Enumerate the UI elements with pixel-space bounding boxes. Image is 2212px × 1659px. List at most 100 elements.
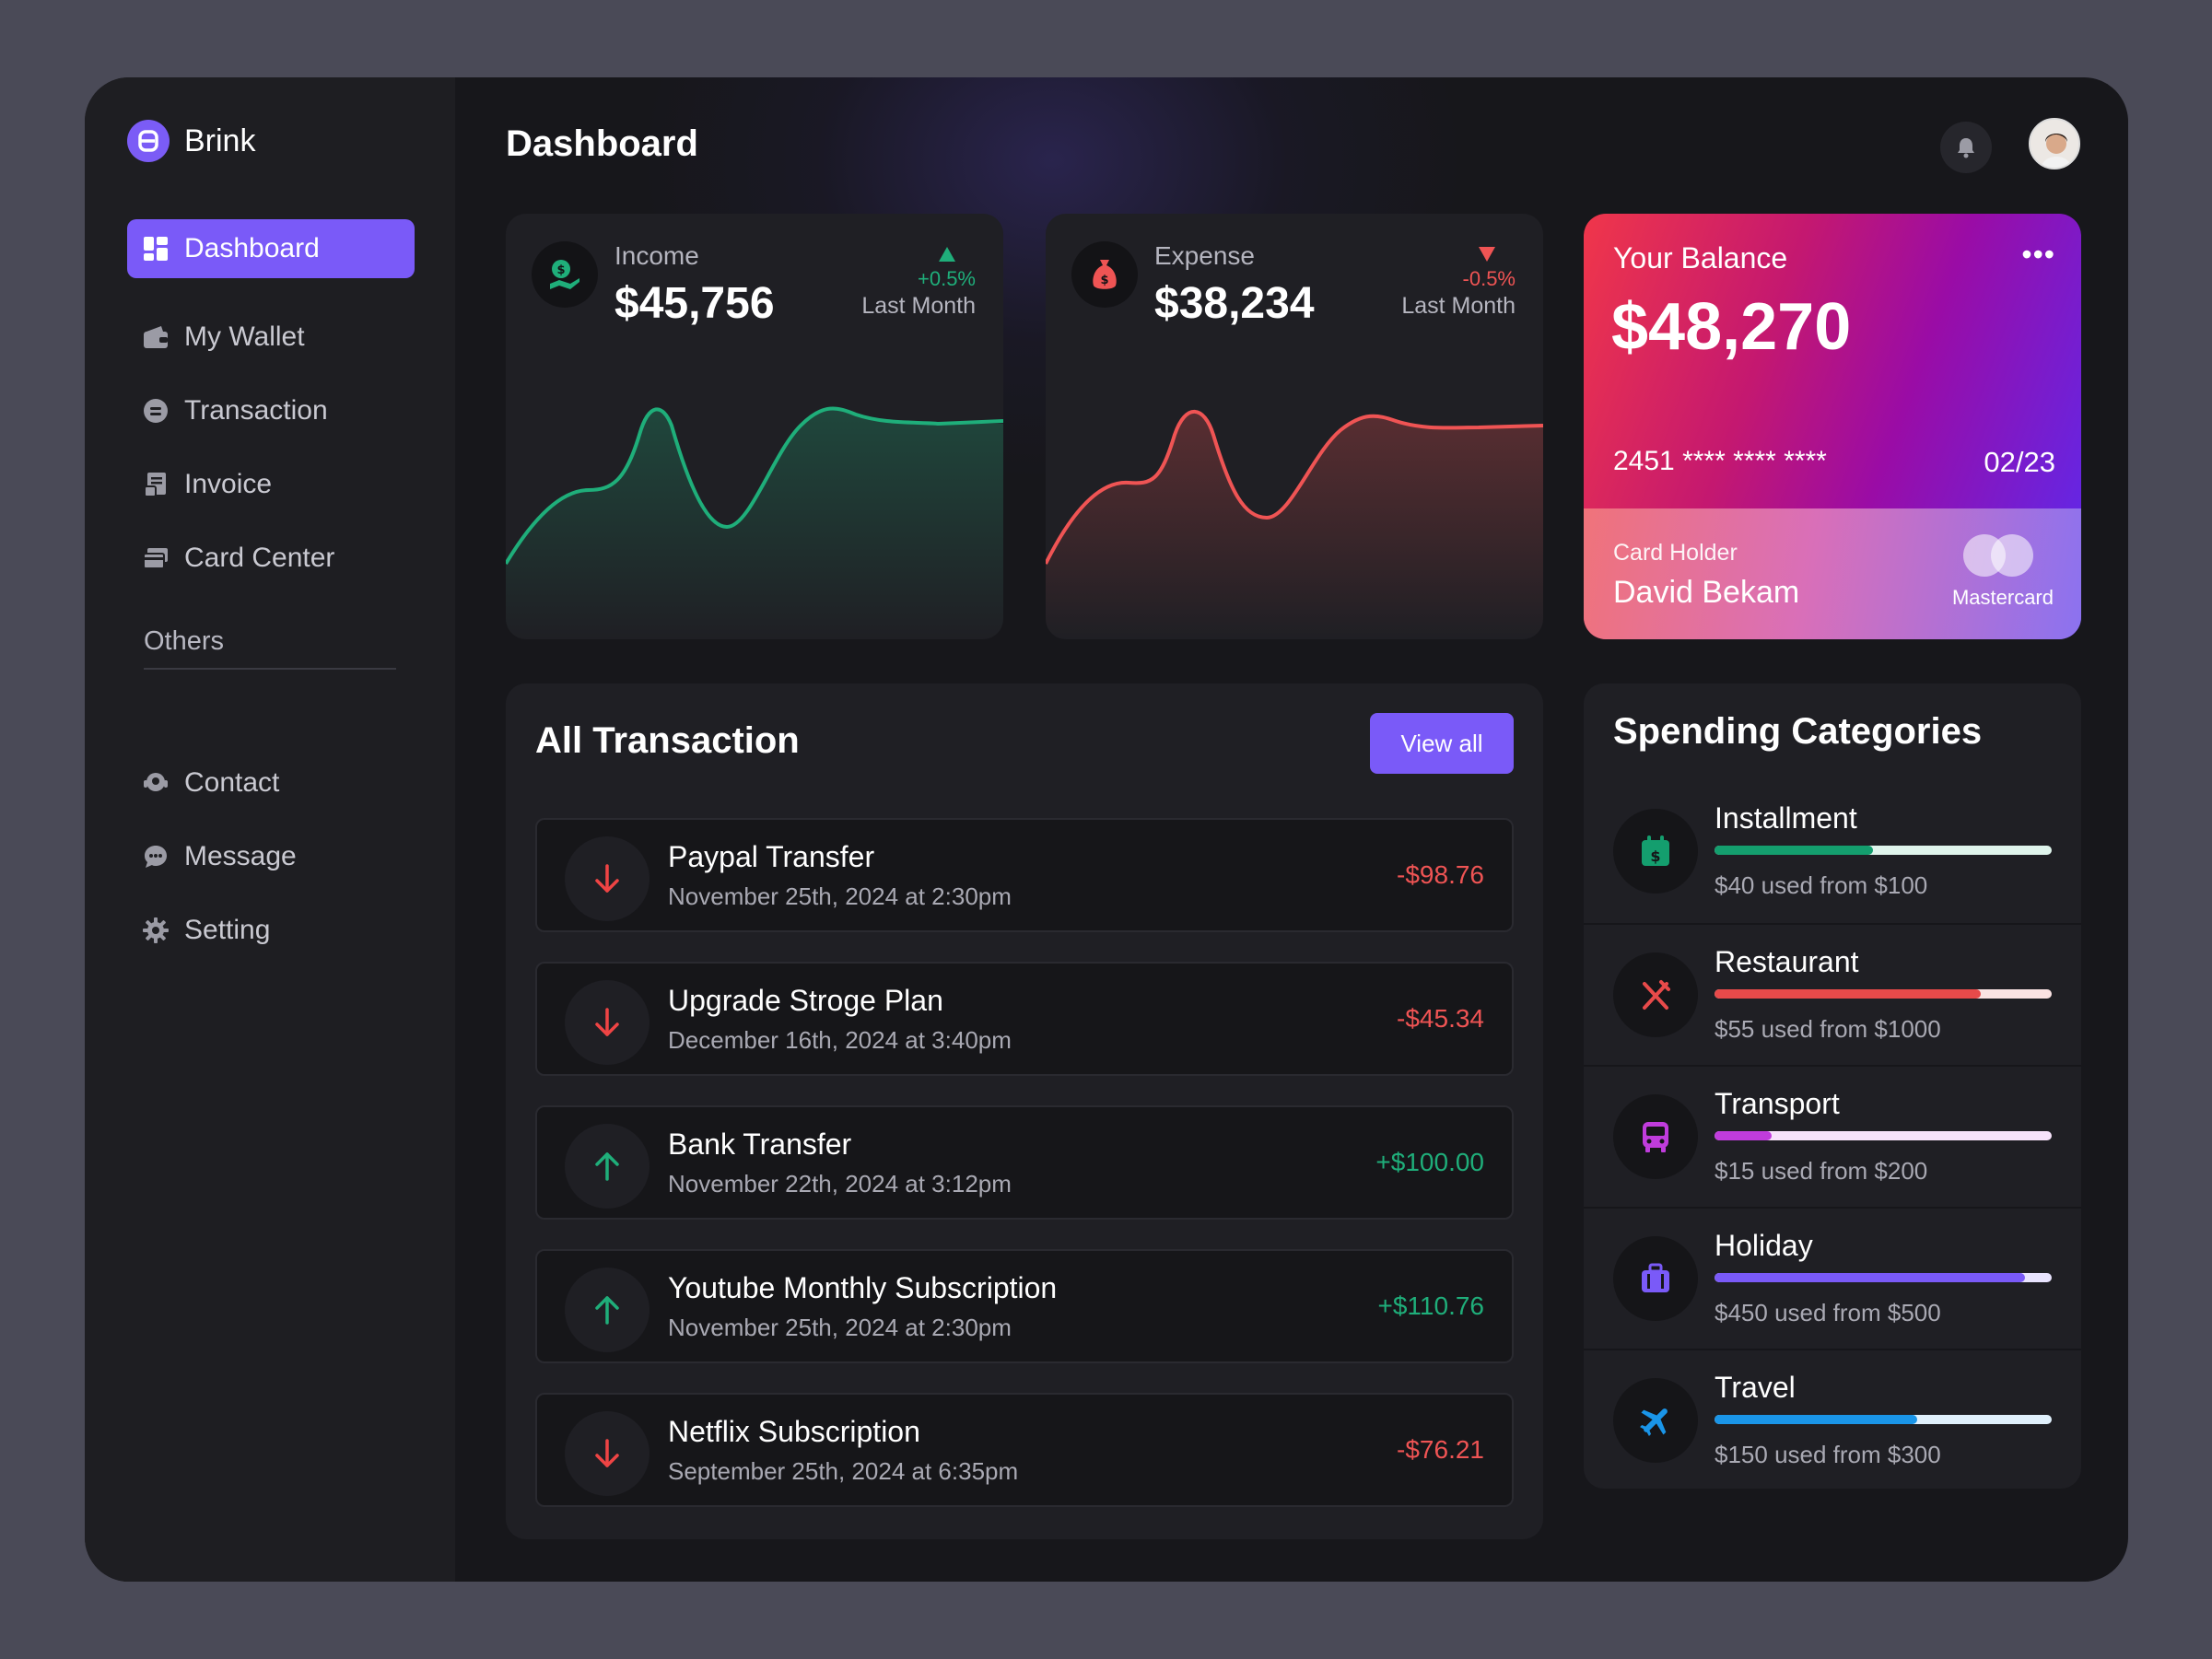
gear-icon: [142, 917, 170, 944]
category-used: $150 used from $300: [1715, 1441, 1941, 1468]
category-progress: [1715, 1415, 2052, 1424]
arrow-up-icon: [565, 1124, 650, 1209]
transaction-name: Youtube Monthly Subscription: [668, 1271, 1058, 1304]
expense-card: $ Expense $38,234 -0.5% Last Month: [1046, 214, 1543, 639]
expense-period: Last Month: [1401, 293, 1516, 319]
transactions-title: All Transaction: [535, 720, 800, 761]
arrow-up-icon: [565, 1268, 650, 1352]
income-sparkline: [506, 406, 1003, 639]
arrow-down-icon: [565, 980, 650, 1065]
transaction-amount: -$98.76: [1397, 860, 1484, 889]
category-used: $450 used from $500: [1715, 1299, 1941, 1326]
sidebar-item-my-wallet[interactable]: My Wallet: [127, 308, 415, 367]
sidebar-item-label: Card Center: [184, 543, 335, 573]
income-label: Income: [614, 241, 699, 270]
sidebar-item-label: Invoice: [184, 469, 273, 499]
transactions-panel: All Transaction View all Paypal Transfer…: [506, 683, 1543, 1539]
expense-sparkline-area: [1046, 411, 1543, 639]
utensils-icon: [1613, 952, 1698, 1037]
transaction-amount: +$100.00: [1375, 1148, 1484, 1176]
dashboard-icon: [142, 235, 170, 263]
sidebar-item-setting[interactable]: Setting: [127, 901, 415, 960]
calendar-dollar-icon: $: [1613, 809, 1698, 894]
notifications-button[interactable]: [1940, 122, 1992, 173]
card-icon: [142, 544, 170, 572]
income-delta: +0.5% Last Month: [861, 247, 976, 320]
card-network-label: Mastercard: [1951, 586, 2054, 609]
transaction-name: Paypal Transfer: [668, 840, 875, 873]
spending-row-transport[interactable]: Transport $15 used from $200: [1584, 1065, 2081, 1207]
avatar[interactable]: [2029, 118, 2080, 169]
transaction-amount: -$45.34: [1397, 1004, 1484, 1033]
wallet-icon: [142, 323, 170, 351]
category-used: $55 used from $1000: [1715, 1015, 1941, 1043]
spending-row-installment[interactable]: $ Installment $40 used from $100: [1584, 781, 2081, 923]
sidebar-item-label: Contact: [184, 767, 280, 798]
spending-row-travel[interactable]: Travel $150 used from $300: [1584, 1349, 2081, 1489]
income-sparkline-line: [506, 406, 1003, 566]
category-progress-fill: [1715, 1131, 1773, 1140]
expense-sparkline-line: [1046, 409, 1543, 565]
others-section-label: Others: [144, 626, 396, 670]
page-title: Dashboard: [506, 123, 698, 164]
spending-title: Spending Categories: [1613, 711, 1983, 752]
sidebar-item-dashboard[interactable]: Dashboard: [127, 219, 415, 278]
card-holder-section: Card Holder David Bekam Mastercard: [1584, 508, 2081, 639]
category-name: Travel: [1715, 1371, 1796, 1404]
contact-icon: [142, 769, 170, 797]
transaction-row[interactable]: Bank Transfer November 22th, 2024 at 3:1…: [535, 1105, 1514, 1220]
arrow-down-icon: [565, 836, 650, 921]
category-progress: [1715, 1273, 2052, 1282]
expense-value: $38,234: [1154, 279, 1315, 328]
card-expiry: 02/23: [1984, 446, 2055, 478]
transaction-name: Netflix Subscription: [668, 1415, 920, 1448]
trend-up-icon: [939, 247, 955, 262]
transaction-icon: [142, 397, 170, 425]
transaction-row[interactable]: Netflix Subscription September 25th, 202…: [535, 1393, 1514, 1507]
sidebar-item-contact[interactable]: Contact: [127, 754, 415, 812]
more-options-icon[interactable]: •••: [2021, 238, 2055, 271]
transaction-row[interactable]: Upgrade Stroge Plan December 16th, 2024 …: [535, 962, 1514, 1076]
balance-card[interactable]: Your Balance ••• $48,270 2451 **** **** …: [1584, 214, 2081, 639]
sidebar-item-label: Setting: [184, 915, 271, 945]
money-hand-icon: $: [532, 241, 598, 308]
transaction-date: November 25th, 2024 at 2:30pm: [668, 1314, 1012, 1341]
transaction-date: December 16th, 2024 at 3:40pm: [668, 1026, 1012, 1054]
income-value: $45,756: [614, 279, 775, 328]
category-name: Restaurant: [1715, 945, 1859, 978]
transaction-row[interactable]: Paypal Transfer November 25th, 2024 at 2…: [535, 818, 1514, 932]
message-icon: [142, 843, 170, 870]
category-progress: [1715, 1131, 2052, 1140]
svg-text:$: $: [1100, 274, 1108, 287]
transaction-row[interactable]: Youtube Monthly Subscription November 25…: [535, 1249, 1514, 1363]
income-delta-percent: +0.5%: [918, 267, 976, 290]
app-window: Brink Dashboard My Wallet Transaction In…: [85, 77, 2128, 1582]
balance-amount: $48,270: [1611, 290, 1852, 364]
transaction-name: Bank Transfer: [668, 1127, 852, 1161]
category-used: $15 used from $200: [1715, 1157, 1928, 1185]
sidebar-item-transaction[interactable]: Transaction: [127, 381, 415, 440]
brink-logo-icon: [127, 120, 170, 162]
svg-text:$: $: [1650, 847, 1660, 865]
view-all-button[interactable]: View all: [1370, 713, 1514, 774]
spending-row-holiday[interactable]: Holiday $450 used from $500: [1584, 1207, 2081, 1349]
balance-label: Your Balance: [1613, 241, 1788, 275]
transaction-amount: -$76.21: [1397, 1435, 1484, 1464]
sidebar-item-invoice[interactable]: Invoice: [127, 455, 415, 514]
bus-icon: [1613, 1094, 1698, 1179]
suitcase-icon: [1613, 1236, 1698, 1321]
income-sparkline-area: [506, 408, 1003, 639]
sidebar-item-label: My Wallet: [184, 321, 305, 352]
sidebar-item-card-center[interactable]: Card Center: [127, 529, 415, 588]
sidebar-item-label: Transaction: [184, 395, 328, 426]
sidebar-item-message[interactable]: Message: [127, 827, 415, 886]
card-holder-name: David Bekam: [1613, 575, 1800, 610]
mastercard-logo-icon: [1963, 534, 2035, 577]
spending-categories-panel: Spending Categories $ Installment $40 us…: [1584, 683, 2081, 1489]
transaction-date: September 25th, 2024 at 6:35pm: [668, 1457, 1019, 1485]
expense-delta: -0.5% Last Month: [1401, 247, 1516, 320]
airplane-icon: [1613, 1378, 1698, 1463]
brand[interactable]: Brink: [127, 120, 255, 162]
expense-sparkline: [1046, 409, 1543, 639]
spending-row-restaurant[interactable]: Restaurant $55 used from $1000: [1584, 923, 2081, 1065]
